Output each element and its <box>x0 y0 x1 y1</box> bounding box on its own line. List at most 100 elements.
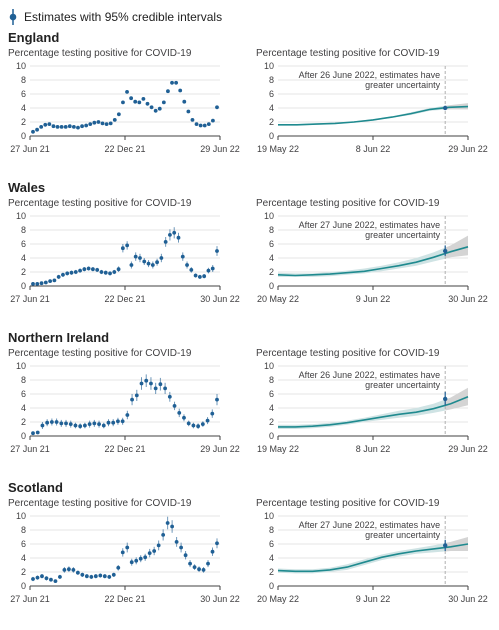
scotland-left-point <box>120 550 125 555</box>
scotland-right-uncertain-band <box>445 537 468 552</box>
england-left-y-tick-label: 10 <box>16 61 26 71</box>
northern-ireland-left-point <box>111 420 116 425</box>
northern-ireland-left-point <box>64 421 68 426</box>
northern-ireland-title: Northern Ireland <box>8 330 110 345</box>
wales-left-point <box>52 278 57 283</box>
england-right-y-tick-label: 4 <box>269 103 274 113</box>
northern-ireland-right-series-line <box>278 396 469 428</box>
northern-ireland-right-credible-band <box>278 399 446 429</box>
northern-ireland-left-point <box>144 378 149 383</box>
england-left-y-tick-label: 4 <box>21 103 26 113</box>
northern-ireland-left-point <box>215 397 219 402</box>
scotland-title: Scotland <box>8 480 63 495</box>
scotland-left-point <box>107 575 112 579</box>
scotland-left-y-tick-label: 10 <box>16 511 26 521</box>
northern-ireland-left-point <box>149 381 153 386</box>
scotland-left-point <box>111 572 116 577</box>
scotland-left-y-tick-label: 6 <box>21 539 26 549</box>
northern-ireland-left-y-tick-label: 2 <box>21 417 26 427</box>
scotland-left-y-tick-label: 4 <box>21 553 26 563</box>
northern-ireland-right-x-tick-label: 29 Jun 22 <box>448 444 488 454</box>
wales-left-point <box>133 254 138 259</box>
wales-left-point <box>176 235 181 240</box>
wales-left-point <box>35 282 40 286</box>
scotland-left-point <box>179 545 183 550</box>
northern-ireland-right-annotation: greater uncertainty <box>365 380 441 390</box>
wales-right-x-tick-label: 20 May 22 <box>257 294 299 304</box>
wales-right-y-axis-label: Percentage testing positive for COVID-19 <box>256 198 440 209</box>
northern-ireland-left-point <box>163 386 168 391</box>
wales-left-point <box>193 273 198 278</box>
wales-left-point <box>159 256 164 260</box>
england-left-point <box>43 122 48 127</box>
england-left-point <box>96 120 101 124</box>
scotland-left-point <box>192 565 197 569</box>
england-left-point <box>178 88 183 93</box>
wales-left-point <box>61 272 65 277</box>
england-left-point <box>170 80 174 85</box>
england-left-point <box>84 123 89 128</box>
england-left-point <box>133 99 138 104</box>
scotland-left-y-tick-label: 2 <box>21 567 26 577</box>
wales-left-point <box>65 271 70 276</box>
scotland-left-point <box>80 572 85 577</box>
england-left-point <box>88 122 93 126</box>
scotland-left-point <box>206 561 210 566</box>
northern-ireland-left-y-tick-label: 8 <box>21 375 26 385</box>
scotland-left-point <box>67 567 71 572</box>
england-left-point <box>206 122 211 126</box>
wales-left-y-tick-label: 0 <box>21 281 26 291</box>
scotland-left-point <box>134 558 139 563</box>
england-left-point <box>71 125 76 129</box>
northern-ireland-left-point <box>191 423 196 428</box>
scotland-right-y-tick-label: 4 <box>269 553 274 563</box>
england-left-point <box>157 106 162 111</box>
northern-ireland-left-point <box>35 430 40 435</box>
northern-ireland-left-point <box>139 381 144 386</box>
wales-right-x-tick-label: 30 Jun 22 <box>448 294 488 304</box>
northern-ireland-left-point <box>106 420 111 425</box>
england-left-point <box>108 121 113 126</box>
northern-ireland-right-y-tick-label: 10 <box>264 361 274 371</box>
wales-left-point <box>142 259 147 264</box>
scotland-left-point <box>152 549 157 553</box>
scotland-right-y-tick-label: 10 <box>264 511 274 521</box>
northern-ireland-left-point <box>182 415 186 420</box>
england-right-end-point <box>443 105 448 111</box>
wales-left-point <box>197 275 202 279</box>
northern-ireland-left-point <box>45 420 50 425</box>
wales-right-y-tick-label: 6 <box>269 239 274 249</box>
england-left-point <box>153 108 158 113</box>
northern-ireland-left-x-tick-label: 29 Jun 22 <box>200 444 240 454</box>
scotland-left-y-tick-label: 0 <box>21 581 26 591</box>
wales-left-point <box>215 249 219 253</box>
scotland-left-point <box>40 574 44 579</box>
england-left-point <box>166 89 170 94</box>
northern-ireland-right-y-tick-label: 0 <box>269 431 274 441</box>
scotland-right-y-tick-label: 8 <box>269 525 274 535</box>
northern-ireland-left-x-tick-label: 27 Jun 21 <box>10 444 50 454</box>
northern-ireland-right-uncertain-band <box>445 387 468 411</box>
northern-ireland-right-y-axis-label: Percentage testing positive for COVID-19 <box>256 348 440 359</box>
england-left-chart: 0 2 4 6 8 10 27 Jun 21 22 Dec 21 29 Jun 22 <box>10 61 240 154</box>
wales-left-point <box>116 267 121 272</box>
england-left-point <box>116 112 121 117</box>
scotland-right-annotation: greater uncertainty <box>365 530 441 540</box>
wales-left-point <box>138 256 142 260</box>
scotland-left-point <box>98 573 103 578</box>
wales-left-point <box>73 270 78 274</box>
england-right-x-tick-label: 19 May 22 <box>257 144 299 154</box>
scotland-left-point <box>49 577 53 582</box>
northern-ireland-left-point <box>68 422 73 426</box>
scotland-left-point <box>71 568 76 572</box>
northern-ireland-left-point <box>59 421 64 426</box>
wales-right-y-tick-label: 10 <box>264 211 274 221</box>
wales-left-point <box>56 275 61 279</box>
wales-left-point <box>43 280 48 285</box>
legend-marker-icon <box>9 9 17 25</box>
england-left-point <box>186 109 191 114</box>
wales-right-uncertain-band <box>445 235 468 259</box>
northern-ireland-right-y-tick-label: 8 <box>269 375 274 385</box>
scotland-left-point <box>58 575 62 579</box>
scotland-left-point <box>116 565 121 570</box>
